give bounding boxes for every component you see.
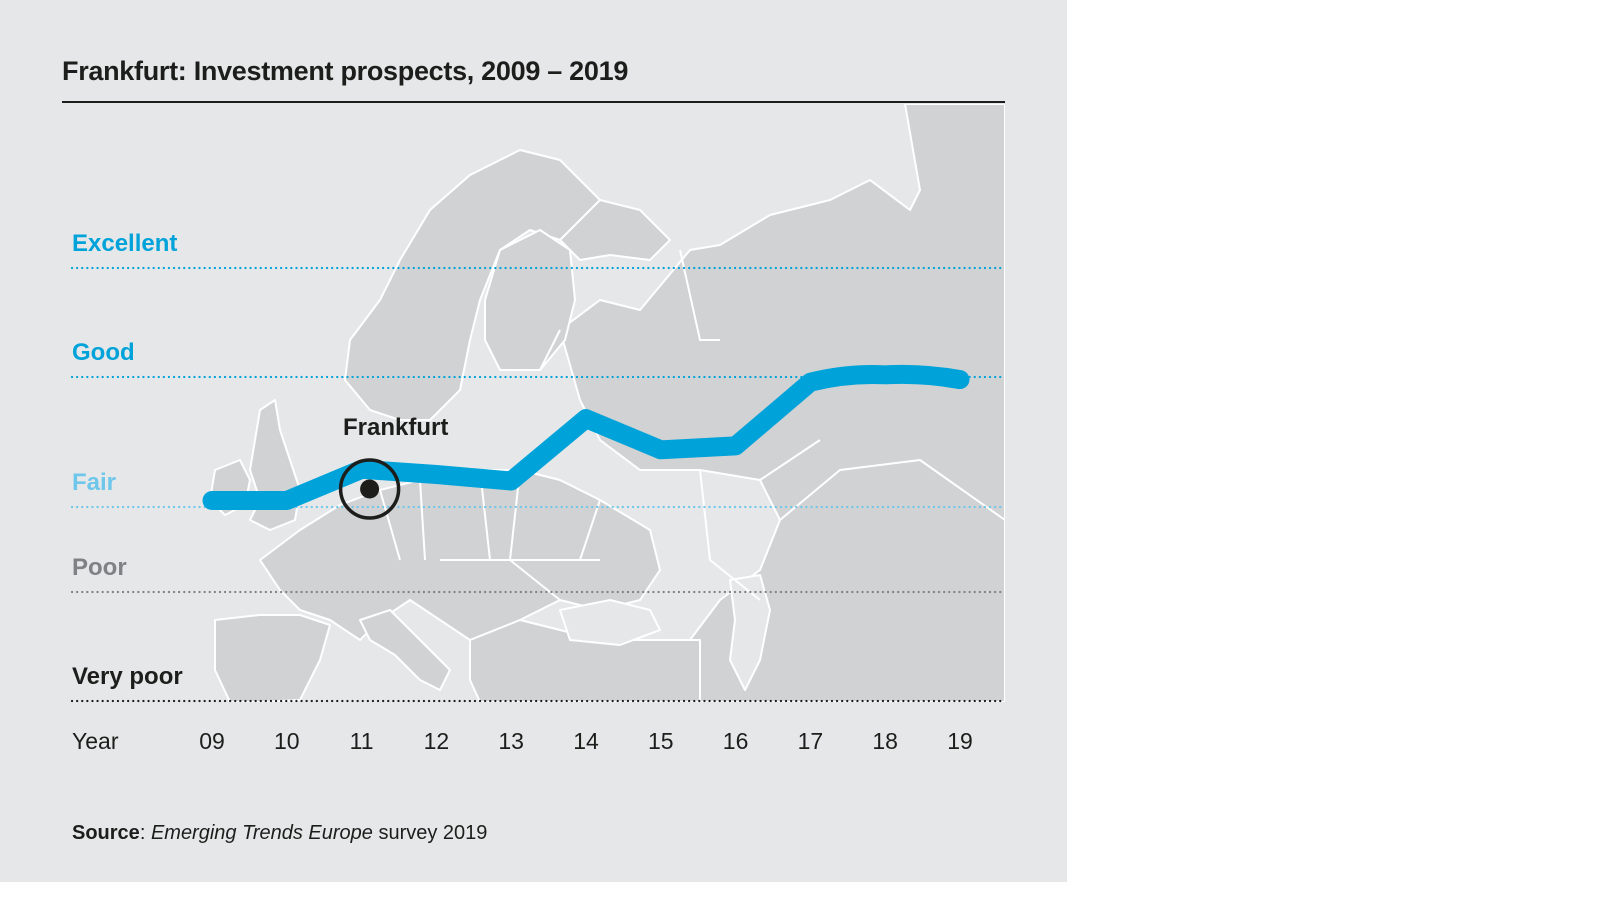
y-level-label-good: Good [72,339,135,366]
source-label: Source [72,822,140,844]
source-title: Emerging Trends Europe [150,822,373,844]
map-border-lines [379,249,1005,601]
y-level-label-very-poor: Very poor [72,663,183,690]
map-uk [249,399,301,531]
x-tick-label: 16 [722,728,749,754]
y-level-label-fair: Fair [72,469,117,496]
y-level-label-excellent: Excellent [72,230,178,257]
map-caspian [729,574,771,691]
x-tick-label: 18 [872,728,898,754]
frankfurt-marker [338,458,401,520]
x-axis-label: Year [72,728,119,754]
x-tick-label: 12 [423,728,450,754]
x-tick-label: 11 [349,728,374,754]
x-tick-label: 15 [648,728,674,754]
marker-ring [338,458,401,520]
marker-dot [360,479,380,499]
europe-map [209,104,1005,702]
map-iberia [214,614,331,702]
source-separator: : [139,822,151,844]
series-layer [202,364,970,510]
map-black-sea [559,599,661,646]
map-kola [559,199,671,261]
source-note: Source: Emerging Trends Europe survey 20… [72,822,487,845]
y-level-label-poor: Poor [72,554,127,581]
series-line-frankfurt [202,364,970,510]
x-tick-label: 19 [947,728,973,754]
source-suffix: survey 2019 [372,822,488,844]
map-italy [359,609,451,691]
frankfurt-annotation: Frankfurt [343,414,449,441]
chart-title: Frankfurt: Investment prospects, 2009 – … [62,56,629,86]
x-tick-label: 10 [274,728,300,754]
x-tick-label: 09 [199,728,225,754]
title-divider [62,101,1005,103]
map-balkans [469,619,701,702]
x-tick-label: 17 [797,728,824,754]
x-tick-label: 13 [498,728,524,754]
map-finland [484,229,576,371]
x-tick-label: 14 [573,728,599,754]
